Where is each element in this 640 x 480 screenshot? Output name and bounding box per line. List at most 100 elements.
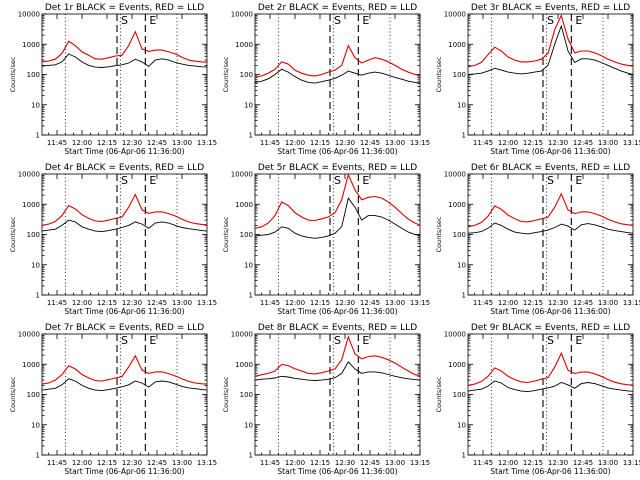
x-axis-label: Start Time (06-Apr-06 11:36:00) xyxy=(64,147,184,156)
x-tick-label: 13:00 xyxy=(172,459,192,467)
marker-e: E xyxy=(575,14,582,27)
y-axis-label: Counts/sec xyxy=(435,56,443,92)
x-tick-label: 12:00 xyxy=(285,459,305,467)
x-tick-label: 11:45 xyxy=(260,139,280,147)
panel-7: Det 7r BLACK = Events, RED = LLD 1 10 100 10… xyxy=(9,323,217,476)
x-axis-label: Start Time (06-Apr-06 11:36:00) xyxy=(490,307,610,316)
y-axis-label: Counts/sec xyxy=(9,376,17,412)
x-tick-label: 11:45 xyxy=(473,139,493,147)
y-tick-label: 1000 xyxy=(235,361,253,369)
x-tick-label: 12:45 xyxy=(360,139,380,147)
y-tick-label: 10 xyxy=(244,421,253,429)
x-tick-label: 13:00 xyxy=(172,139,192,147)
panel-title: Det 2r BLACK = Events, RED = LLD xyxy=(258,3,417,13)
y-tick-label: 10000 xyxy=(18,331,40,339)
x-tick-label: 12:30 xyxy=(548,459,568,467)
x-tick-label: 11:45 xyxy=(47,459,67,467)
y-tick-label: 10000 xyxy=(231,11,253,19)
x-tick-label: 12:00 xyxy=(285,139,305,147)
events-line xyxy=(41,378,208,392)
x-tick-label: 12:30 xyxy=(335,299,355,307)
lld-line xyxy=(41,354,208,385)
panel-title: Det 1r BLACK = Events, RED = LLD xyxy=(45,3,204,13)
y-axis-label: Counts/sec xyxy=(9,216,17,252)
x-axis-label: Start Time (06-Apr-06 11:36:00) xyxy=(277,467,397,476)
x-tick-label: 12:00 xyxy=(498,459,518,467)
marker-e: E xyxy=(149,14,156,27)
x-tick-label: 13:15 xyxy=(623,459,640,467)
y-tick-label: 1 xyxy=(249,292,253,300)
x-tick-label: 12:15 xyxy=(523,139,543,147)
marker-e: E xyxy=(362,174,369,187)
x-tick-label: 13:15 xyxy=(623,139,640,147)
y-tick-label: 1000 xyxy=(448,361,466,369)
panel-title: Det 9r BLACK = Events, RED = LLD xyxy=(471,323,630,333)
x-tick-label: 11:45 xyxy=(473,299,493,307)
plot-frame xyxy=(467,173,634,296)
x-tick-label: 12:45 xyxy=(573,139,593,147)
events-line xyxy=(41,219,208,233)
x-tick-label: 11:45 xyxy=(260,299,280,307)
x-axis-label: Start Time (06-Apr-06 11:36:00) xyxy=(490,467,610,476)
x-tick-label: 13:00 xyxy=(385,459,405,467)
panel-title: Det 6r BLACK = Events, RED = LLD xyxy=(471,163,630,173)
y-tick-label: 100 xyxy=(453,231,466,239)
y-tick-label: 10000 xyxy=(231,171,253,179)
y-tick-label: 10000 xyxy=(18,11,40,19)
x-tick-label: 11:45 xyxy=(260,459,280,467)
x-tick-label: 13:15 xyxy=(197,459,217,467)
x-tick-label: 13:00 xyxy=(385,299,405,307)
plot-frame xyxy=(41,333,208,456)
marker-e: E xyxy=(575,174,582,187)
panel-4: Det 4r BLACK = Events, RED = LLD 1 10 100 10… xyxy=(9,163,217,316)
panel-2: Det 2r BLACK = Events, RED = LLD 1 10 100 10… xyxy=(222,3,430,156)
x-tick-label: 12:45 xyxy=(573,459,593,467)
x-tick-label: 12:30 xyxy=(548,139,568,147)
x-tick-label: 12:00 xyxy=(72,459,92,467)
y-tick-label: 1 xyxy=(36,132,40,140)
x-tick-label: 12:15 xyxy=(97,459,117,467)
x-tick-label: 12:30 xyxy=(548,299,568,307)
marker-s: S xyxy=(334,174,341,187)
x-tick-label: 13:15 xyxy=(197,139,217,147)
x-tick-label: 12:30 xyxy=(122,459,142,467)
y-tick-label: 10 xyxy=(31,101,40,109)
x-tick-label: 12:15 xyxy=(523,459,543,467)
y-tick-label: 100 xyxy=(240,71,253,79)
x-tick-label: 12:30 xyxy=(335,139,355,147)
x-tick-label: 12:15 xyxy=(523,299,543,307)
events-line xyxy=(467,222,634,235)
lld-line xyxy=(254,44,421,78)
x-tick-label: 12:15 xyxy=(310,139,330,147)
x-tick-label: 13:15 xyxy=(410,139,430,147)
x-axis-label: Start Time (06-Apr-06 11:36:00) xyxy=(64,307,184,316)
y-tick-label: 1 xyxy=(36,452,40,460)
y-axis-label: Counts/sec xyxy=(222,56,230,92)
panel-3: Det 3r BLACK = Events, RED = LLD 1 10 100 10… xyxy=(435,3,640,156)
x-tick-label: 12:30 xyxy=(335,459,355,467)
x-tick-label: 11:45 xyxy=(47,299,67,307)
x-tick-label: 12:00 xyxy=(285,299,305,307)
panel-title: Det 7r BLACK = Events, RED = LLD xyxy=(45,323,204,333)
y-tick-label: 100 xyxy=(27,391,40,399)
y-tick-label: 100 xyxy=(27,231,40,239)
x-tick-label: 12:45 xyxy=(360,299,380,307)
x-tick-label: 12:45 xyxy=(147,299,167,307)
marker-e: E xyxy=(575,334,582,347)
panel-8: Det 8r BLACK = Events, RED = LLD 1 10 100 10… xyxy=(222,323,430,476)
events-line xyxy=(254,68,421,84)
y-tick-label: 1000 xyxy=(235,41,253,49)
x-tick-label: 12:00 xyxy=(498,139,518,147)
lld-line xyxy=(254,335,421,377)
y-tick-label: 1 xyxy=(249,452,253,460)
panel-5: Det 5r BLACK = Events, RED = LLD 1 10 100 10… xyxy=(222,163,430,316)
y-tick-label: 1 xyxy=(36,292,40,300)
plot-frame xyxy=(467,13,634,136)
plot-frame xyxy=(41,173,208,296)
marker-e: E xyxy=(149,334,156,347)
x-axis-label: Start Time (06-Apr-06 11:36:00) xyxy=(64,467,184,476)
plot-frame xyxy=(467,333,634,456)
lld-line xyxy=(41,30,208,63)
y-tick-label: 10 xyxy=(244,261,253,269)
plot-frame xyxy=(254,333,421,456)
